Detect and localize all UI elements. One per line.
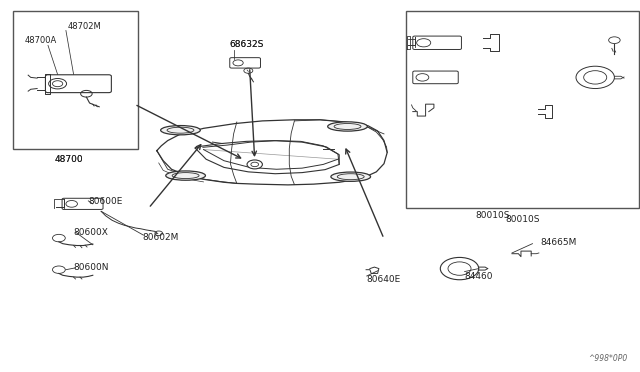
Text: 80600E: 80600E bbox=[88, 197, 123, 206]
Bar bbox=[13, 11, 138, 149]
Text: 80640E: 80640E bbox=[366, 275, 401, 284]
Text: 80010S: 80010S bbox=[476, 211, 510, 220]
Text: 68632S: 68632S bbox=[229, 40, 264, 49]
Text: 84665M: 84665M bbox=[541, 238, 577, 247]
Ellipse shape bbox=[161, 125, 200, 135]
Text: ^998*0P0: ^998*0P0 bbox=[588, 354, 627, 363]
Text: 84460: 84460 bbox=[464, 272, 493, 280]
Ellipse shape bbox=[328, 122, 367, 131]
Text: 80010S: 80010S bbox=[506, 215, 540, 224]
Text: 68632S: 68632S bbox=[229, 40, 264, 49]
Ellipse shape bbox=[331, 172, 371, 181]
Text: 48702M: 48702M bbox=[67, 22, 101, 31]
Text: 48700: 48700 bbox=[55, 155, 83, 164]
Bar bbox=[406, 11, 639, 208]
Ellipse shape bbox=[166, 171, 205, 180]
Circle shape bbox=[247, 160, 262, 169]
Text: 80600X: 80600X bbox=[74, 228, 108, 237]
Text: 48700: 48700 bbox=[55, 155, 83, 164]
Text: 80600N: 80600N bbox=[74, 263, 109, 272]
Text: 48700A: 48700A bbox=[24, 36, 56, 45]
Text: 80602M: 80602M bbox=[142, 233, 179, 242]
